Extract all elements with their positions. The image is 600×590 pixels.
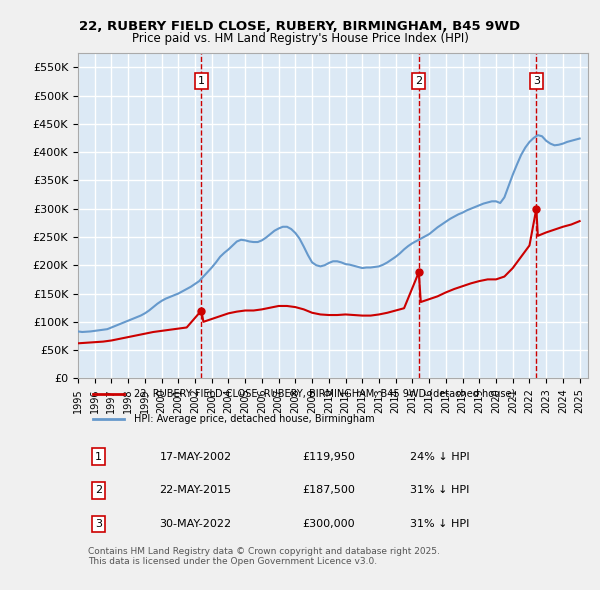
- Text: 22, RUBERY FIELD CLOSE, RUBERY, BIRMINGHAM, B45 9WD (detached house): 22, RUBERY FIELD CLOSE, RUBERY, BIRMINGH…: [134, 389, 515, 399]
- Text: 3: 3: [95, 519, 102, 529]
- Text: Price paid vs. HM Land Registry's House Price Index (HPI): Price paid vs. HM Land Registry's House …: [131, 32, 469, 45]
- Text: HPI: Average price, detached house, Birmingham: HPI: Average price, detached house, Birm…: [134, 414, 375, 424]
- Text: 17-MAY-2002: 17-MAY-2002: [160, 451, 232, 461]
- Text: 1: 1: [95, 451, 102, 461]
- Text: £300,000: £300,000: [302, 519, 355, 529]
- Text: £187,500: £187,500: [302, 486, 355, 496]
- Text: 31% ↓ HPI: 31% ↓ HPI: [409, 519, 469, 529]
- Text: 2: 2: [95, 486, 102, 496]
- Text: £119,950: £119,950: [302, 451, 355, 461]
- Text: 22, RUBERY FIELD CLOSE, RUBERY, BIRMINGHAM, B45 9WD: 22, RUBERY FIELD CLOSE, RUBERY, BIRMINGH…: [79, 20, 521, 33]
- Text: 3: 3: [533, 76, 540, 86]
- Text: 22-MAY-2015: 22-MAY-2015: [160, 486, 232, 496]
- Text: 1: 1: [198, 76, 205, 86]
- Text: 31% ↓ HPI: 31% ↓ HPI: [409, 486, 469, 496]
- Text: 30-MAY-2022: 30-MAY-2022: [160, 519, 232, 529]
- Text: 2: 2: [415, 76, 422, 86]
- Text: Contains HM Land Registry data © Crown copyright and database right 2025.
This d: Contains HM Land Registry data © Crown c…: [88, 547, 440, 566]
- Text: 24% ↓ HPI: 24% ↓ HPI: [409, 451, 469, 461]
